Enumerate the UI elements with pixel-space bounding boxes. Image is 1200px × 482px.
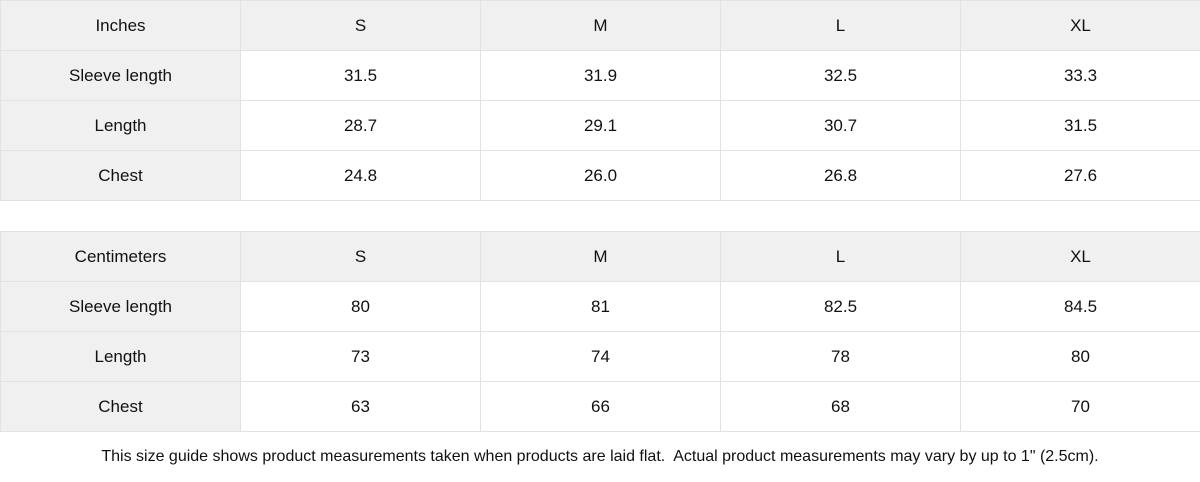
measurement-value-cell: 78 (721, 332, 961, 382)
measurement-label-cell: Chest (1, 382, 241, 432)
measurement-value-cell: 73 (241, 332, 481, 382)
table-row: Chest 63 66 68 70 (1, 382, 1200, 432)
size-header-cell-xl: XL (961, 1, 1200, 51)
size-header-cell-l: L (721, 232, 961, 282)
measurement-value-cell: 26.0 (481, 151, 721, 201)
size-header-cell-m: M (481, 232, 721, 282)
measurement-value-cell: 70 (961, 382, 1200, 432)
measurement-value-cell: 81 (481, 282, 721, 332)
measurement-value-cell: 31.5 (241, 51, 481, 101)
size-header-cell-xl: XL (961, 232, 1200, 282)
table-row: Length 28.7 29.1 30.7 31.5 (1, 101, 1200, 151)
measurement-value-cell: 31.5 (961, 101, 1200, 151)
measurement-value-cell: 31.9 (481, 51, 721, 101)
size-header-cell-l: L (721, 1, 961, 51)
measurement-value-cell: 32.5 (721, 51, 961, 101)
measurement-label-cell: Sleeve length (1, 51, 241, 101)
measurement-label-cell: Chest (1, 151, 241, 201)
table-row: Length 73 74 78 80 (1, 332, 1200, 382)
measurement-label-cell: Length (1, 332, 241, 382)
size-table-inches: Inches S M L XL Sleeve length 31.5 31.9 … (0, 0, 1200, 201)
measurement-value-cell: 33.3 (961, 51, 1200, 101)
measurement-value-cell: 29.1 (481, 101, 721, 151)
measurement-value-cell: 24.8 (241, 151, 481, 201)
measurement-value-cell: 26.8 (721, 151, 961, 201)
inches-header-row: Inches S M L XL (1, 1, 1200, 51)
measurement-value-cell: 30.7 (721, 101, 961, 151)
measurement-value-cell: 63 (241, 382, 481, 432)
size-table-centimeters: Centimeters S M L XL Sleeve length 80 81… (0, 231, 1200, 432)
measurement-value-cell: 28.7 (241, 101, 481, 151)
measurement-value-cell: 68 (721, 382, 961, 432)
measurement-value-cell: 80 (241, 282, 481, 332)
measurement-value-cell: 74 (481, 332, 721, 382)
unit-header-cell: Centimeters (1, 232, 241, 282)
measurement-label-cell: Length (1, 101, 241, 151)
measurement-value-cell: 66 (481, 382, 721, 432)
centimeters-header-row: Centimeters S M L XL (1, 232, 1200, 282)
measurement-value-cell: 84.5 (961, 282, 1200, 332)
table-gap-divider (0, 201, 1200, 231)
measurement-label-cell: Sleeve length (1, 282, 241, 332)
table-row: Sleeve length 80 81 82.5 84.5 (1, 282, 1200, 332)
table-row: Sleeve length 31.5 31.9 32.5 33.3 (1, 51, 1200, 101)
size-header-cell-m: M (481, 1, 721, 51)
measurement-value-cell: 82.5 (721, 282, 961, 332)
table-row: Chest 24.8 26.0 26.8 27.6 (1, 151, 1200, 201)
size-header-cell-s: S (241, 232, 481, 282)
size-guide-note: This size guide shows product measuremen… (0, 432, 1200, 482)
size-header-cell-s: S (241, 1, 481, 51)
measurement-value-cell: 80 (961, 332, 1200, 382)
measurement-value-cell: 27.6 (961, 151, 1200, 201)
unit-header-cell: Inches (1, 1, 241, 51)
